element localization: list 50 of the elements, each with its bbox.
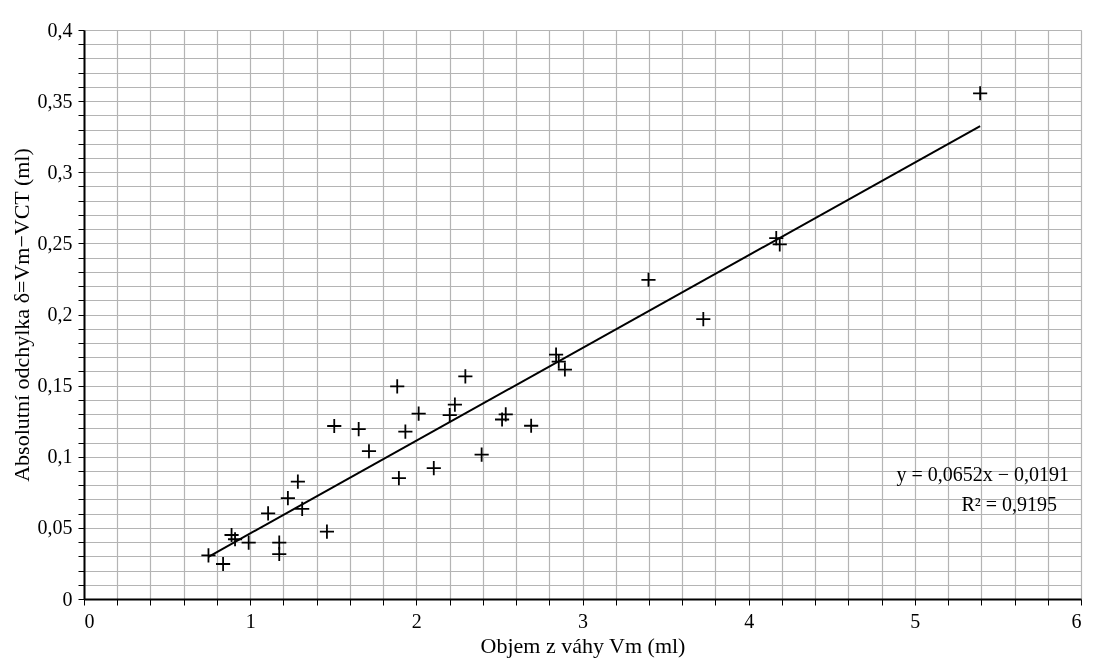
point xyxy=(200,547,217,564)
y-tick-label: 0,35 xyxy=(37,89,73,112)
y-tick-label: 0,1 xyxy=(47,445,73,468)
point xyxy=(271,546,288,563)
point xyxy=(640,271,657,288)
x-tick-label: 6 xyxy=(1071,609,1082,632)
y-tick-label: 0,4 xyxy=(47,18,73,41)
point xyxy=(972,85,989,102)
annotation: y = 0,0652x − 0,0191 xyxy=(896,463,1069,486)
x-tick-label: 4 xyxy=(744,609,755,632)
point xyxy=(279,490,296,507)
point xyxy=(215,556,232,572)
point xyxy=(350,421,367,438)
x-axis-title: Objem z váhy Vm (ml) xyxy=(480,632,686,658)
point xyxy=(223,527,240,543)
point xyxy=(397,423,414,440)
point xyxy=(695,311,712,328)
point xyxy=(294,500,311,517)
x-tick-label: 1 xyxy=(245,609,256,632)
point xyxy=(326,418,343,434)
point xyxy=(457,368,474,385)
y-tick-label: 0,3 xyxy=(47,160,73,183)
y-tick-label: 0,25 xyxy=(37,231,73,254)
y-tick-label: 0,05 xyxy=(37,516,73,539)
point xyxy=(361,443,377,460)
x-tick-label: 2 xyxy=(411,609,422,632)
x-tick-label: 5 xyxy=(910,609,921,632)
point xyxy=(473,446,490,463)
point xyxy=(441,407,458,424)
y-axis-title: Absolutní odchylka δ=Vm−VCT (ml) xyxy=(8,148,34,482)
point xyxy=(548,346,565,363)
y-tick-label: 0,15 xyxy=(37,374,73,397)
point xyxy=(446,396,463,413)
y-tick-label: 0,2 xyxy=(47,303,73,325)
x-tick-label: 0 xyxy=(84,609,95,632)
point xyxy=(227,531,244,548)
point xyxy=(260,505,277,522)
point xyxy=(523,417,540,434)
y-tick-label: 0 xyxy=(62,587,73,610)
point xyxy=(425,460,442,477)
point xyxy=(494,411,511,428)
point xyxy=(410,405,427,422)
point xyxy=(497,406,514,423)
point xyxy=(240,534,257,551)
point xyxy=(390,470,407,487)
point xyxy=(318,523,335,540)
point xyxy=(389,378,406,395)
annotation: R² = 0,9195 xyxy=(961,493,1057,515)
point xyxy=(289,473,306,490)
x-tick-label: 3 xyxy=(578,609,588,632)
